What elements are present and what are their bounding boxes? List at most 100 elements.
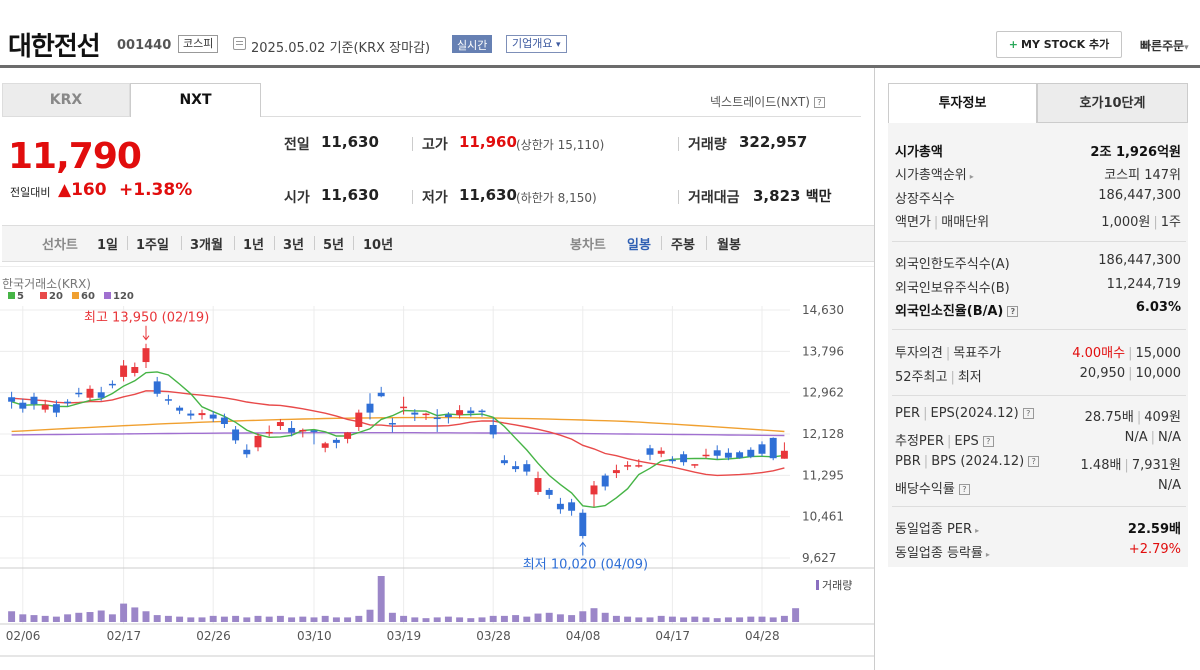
sector-per-value: 22.59배 [1127,522,1181,537]
change-value: ▲160 [58,180,107,200]
candle-body [422,413,430,416]
candle-body [187,413,195,416]
help-icon[interactable]: ? [1007,306,1019,317]
per-label: PER | EPS(2024.12)? [895,406,1034,421]
tab-order-book[interactable]: 호가10단계 [1037,83,1188,123]
candle-daily[interactable]: 일봉 [627,238,651,253]
opinion-text: 투자의견 [895,346,943,361]
candle-body [456,410,464,416]
volume-bar [422,618,430,622]
range-3y[interactable]: 3년 [283,238,305,253]
quick-order-button[interactable]: 빠른주문▾ [1140,37,1189,54]
volume-bar [657,615,665,622]
range-1w[interactable]: 1주일 [136,238,169,253]
chart-source: 한국거래소(KRX) [2,277,91,291]
x-tick-label: 04/28 [745,629,780,643]
divider [678,137,679,151]
chevron-right-icon: ▸ [975,526,980,535]
volume-bar [176,616,184,622]
range-10y[interactable]: 10년 [363,238,394,253]
open-label: 시가 [284,190,310,206]
volume-bar [590,608,598,622]
y-tick-label: 13,796 [802,344,844,358]
candle-body [646,448,654,455]
volume-bar [646,617,654,622]
help-icon[interactable]: ? [982,436,994,447]
volume-bar [792,608,800,622]
candle-body [724,452,732,458]
realtime-button[interactable]: 실시간 [452,35,493,53]
volume-bar [332,617,340,622]
volume-bar [64,614,72,622]
ma60-line [11,416,785,433]
candle-body [86,388,94,398]
y-tick-label: 11,295 [802,468,844,482]
candle-body [344,432,352,439]
tab-krx[interactable]: KRX [2,83,130,117]
volume-bar [355,615,363,622]
x-tick-label: 04/17 [655,629,690,643]
market-cap-value: 2조 1,926억원 [1090,145,1181,160]
chevron-down-icon: ▾ [1184,43,1189,53]
market-cap-rank-value: 코스피 147위 [1104,168,1181,183]
help-icon[interactable]: ? [1022,408,1034,419]
y-tick-label: 14,630 [802,303,844,317]
add-my-stock-button[interactable]: + MY STOCK 추가 [996,31,1122,58]
range-3m[interactable]: 3개월 [190,238,223,253]
volume-bar [97,610,105,622]
lot-label: 매매단위 [941,215,990,230]
candle-body [523,464,531,472]
divider [127,236,128,250]
stock-chart[interactable]: 14,630 13,796 12,962 12,128 11,295 10,461 9,62… [0,266,874,670]
x-tick-label: 02/17 [107,629,142,643]
high-value: 11,960 [459,133,517,151]
lower-limit: (하한가 8,150) [516,189,597,206]
candle-body [142,348,150,363]
candle-monthly[interactable]: 월봉 [717,238,741,253]
help-icon[interactable]: ? [813,97,825,108]
candle-body [702,454,710,457]
add-my-stock-label: MY STOCK 추가 [1021,38,1110,51]
volume-bar [131,607,139,622]
volume-bar [500,615,508,622]
x-tick-label: 03/19 [387,629,422,643]
volume-bar [209,615,217,622]
opinion-label: 투자의견 | 목표주가 [895,346,1002,361]
lot-value: 1주 [1160,215,1181,230]
range-1y[interactable]: 1년 [243,238,265,253]
nextrade-label: 넥스트레이드(NXT)? [710,93,825,110]
range-1d[interactable]: 1일 [97,238,119,253]
divider [274,236,275,250]
listed-shares-value: 186,447,300 [1098,188,1181,203]
volume-bar [545,612,553,622]
range-5y[interactable]: 5년 [323,238,345,253]
volume-bar [411,617,419,622]
trade-amount-number: 3,823 [753,187,801,205]
y-tick-label: 12,128 [802,427,844,441]
low-arrow-icon [579,541,587,556]
column-divider [874,68,875,670]
candle-body [568,502,576,511]
foreign-ratio-label: 외국인소진율(B/A)? [895,300,1019,319]
dividend-value: N/A [1158,478,1181,493]
volume-bar [433,617,441,622]
plus-icon: + [1008,38,1019,51]
candle-body [243,449,251,455]
current-price: 11,790 [8,136,142,177]
company-overview-dropdown[interactable]: 기업개요 ▾ [506,35,567,53]
candle-body [41,404,49,410]
change-label: 전일대비 [10,186,51,199]
volume-value: 322,957 [739,133,808,151]
tab-investment-info[interactable]: 투자정보 [888,83,1037,123]
volume-bar [444,616,452,622]
help-icon[interactable]: ? [958,484,970,495]
foreign-hold-label: 외국인보유주식수(B) [895,281,1010,296]
base-date: 2025.05.02 기준(KRX 장마감) [251,41,431,56]
chevron-right-icon: ▸ [985,550,990,559]
candle-chart-label: 봉차트 [570,238,606,253]
nextrade-text: 넥스트레이드(NXT) [710,95,810,109]
candle-weekly[interactable]: 주봉 [671,238,695,253]
candle-body [579,512,587,537]
tab-nxt[interactable]: NXT [130,83,261,117]
help-icon[interactable]: ? [1028,456,1040,467]
